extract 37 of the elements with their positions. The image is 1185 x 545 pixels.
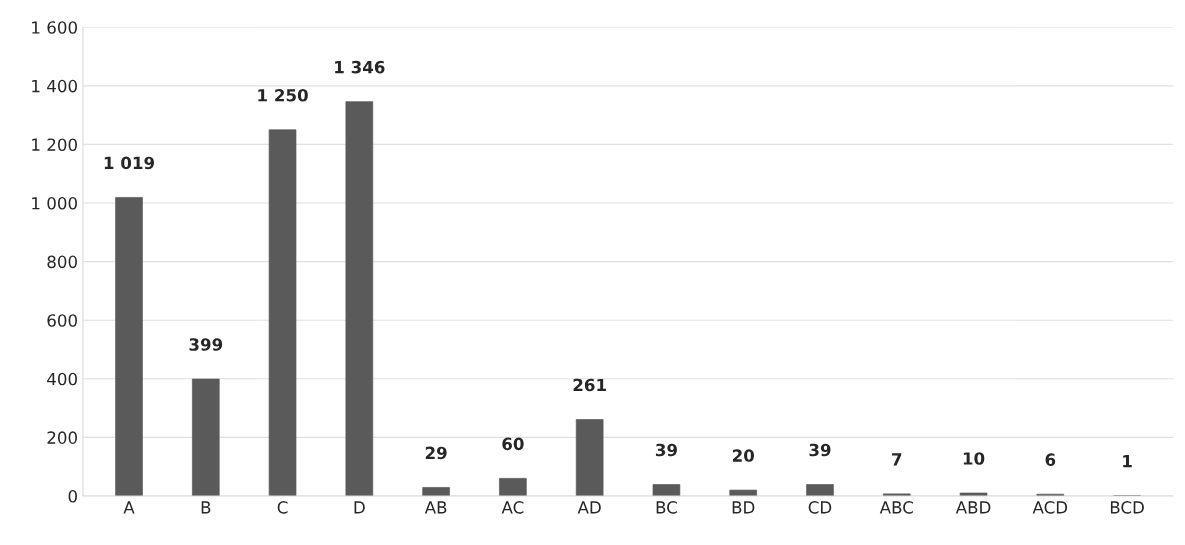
x-tick-label: A: [123, 501, 135, 514]
y-tick-label: 600: [47, 314, 77, 327]
y-tick-label: 0: [68, 489, 77, 503]
data-label: 7: [892, 453, 902, 466]
x-tick-label: ACD: [1032, 501, 1068, 514]
x-tick-label: AC: [501, 501, 524, 514]
data-label: 39: [655, 443, 677, 457]
data-label: 20: [732, 449, 755, 462]
x-tick-label: D: [354, 501, 365, 514]
x-tick-label: BC: [656, 501, 677, 514]
x-tick-label: AB: [424, 501, 447, 514]
x-tick-label: BCD: [1110, 501, 1144, 514]
data-label: 261: [573, 378, 606, 392]
y-tick-label: 800: [47, 255, 77, 269]
data-label: 39: [809, 443, 831, 457]
y-tick-label: 1 400: [32, 79, 77, 93]
x-tick-label: B: [201, 501, 211, 514]
y-tick-label: 1 200: [32, 138, 77, 151]
data-label: 10: [963, 452, 985, 465]
y-tick-label: 1 000: [32, 196, 77, 210]
data-label: 1 346: [335, 60, 385, 74]
data-label: 29: [425, 446, 447, 460]
data-label: 6: [1045, 453, 1056, 466]
x-tick-label: AD: [577, 501, 601, 514]
data-label: 399: [189, 338, 223, 351]
data-label: 1 250: [258, 88, 308, 102]
y-tick-label: 200: [47, 431, 77, 444]
x-tick-label: BD: [732, 501, 755, 514]
x-tick-label: CD: [808, 501, 832, 514]
y-tick-label: 1 600: [32, 21, 77, 34]
data-label: 1 019: [104, 156, 155, 170]
y-tick-label: 400: [47, 372, 77, 386]
x-tick-label: ABD: [955, 501, 991, 514]
x-tick-label: ABC: [879, 501, 913, 514]
data-label: 1: [1123, 455, 1132, 468]
data-label: 60: [502, 437, 524, 451]
x-tick-label: C: [277, 501, 288, 514]
